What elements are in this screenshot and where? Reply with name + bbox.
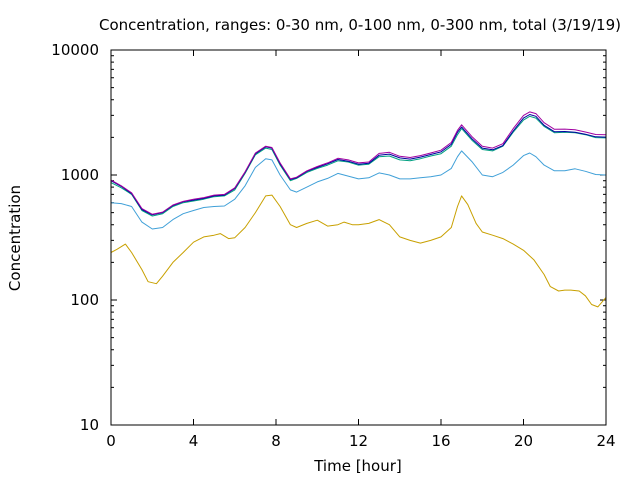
x-tick-label: 24: [596, 432, 615, 450]
axis-ticks: 0 4 8 12 16 20 24 10 100 1000 10000: [51, 41, 615, 450]
y-tick-label: 100: [70, 291, 99, 309]
x-tick-label: 0: [106, 432, 116, 450]
y-tick-label: 10: [80, 416, 99, 434]
x-tick-label: 12: [349, 432, 368, 450]
series-line-3: [110, 115, 607, 217]
x-tick-label: 16: [431, 432, 450, 450]
series-line-2: [110, 150, 607, 230]
y-axis-label: Concentration: [6, 185, 24, 291]
chart-title: Concentration, ranges: 0-30 nm, 0-100 nm…: [99, 16, 621, 34]
series-line-4: [110, 114, 607, 216]
x-tick-label: 8: [271, 432, 281, 450]
y-tick-label: 1000: [61, 166, 99, 184]
plot-frame: [110, 49, 607, 426]
x-tick-label: 20: [514, 432, 533, 450]
x-tick-label: 4: [189, 432, 199, 450]
series-line-5: [110, 111, 607, 215]
x-axis-label: Time [hour]: [313, 457, 402, 475]
y-tick-label: 10000: [51, 41, 99, 59]
data-series: [110, 111, 607, 308]
series-line-1: [110, 194, 607, 308]
